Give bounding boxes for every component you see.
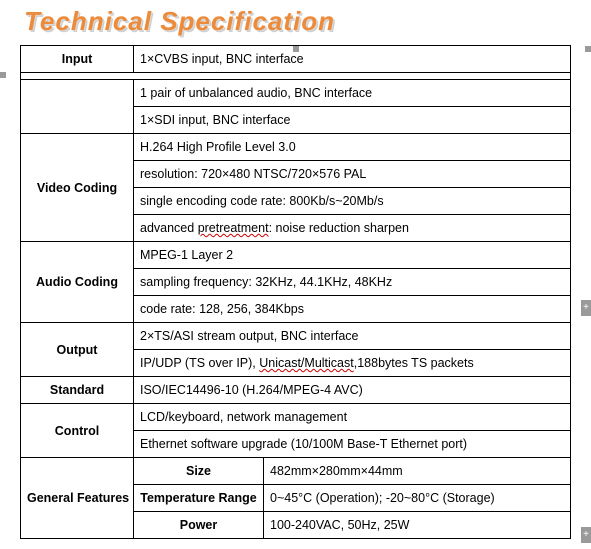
table-row: General Features Size 482mm×280mm×44mm <box>21 458 571 485</box>
row-label: Output <box>21 323 134 377</box>
page-title: Technical Specification <box>24 6 571 37</box>
table-row: Standard ISO/IEC14496-10 (H.264/MPEG-4 A… <box>21 377 571 404</box>
row-value: resolution: 720×480 NTSC/720×576 PAL <box>134 161 571 188</box>
table-row: 1 pair of unbalanced audio, BNC interfac… <box>21 80 571 107</box>
row-label: General Features <box>21 458 134 539</box>
table-row: Video Coding H.264 High Profile Level 3.… <box>21 134 571 161</box>
row-value: 2×TS/ASI stream output, BNC interface <box>134 323 571 350</box>
row-value: LCD/keyboard, network management <box>134 404 571 431</box>
sub-label: Size <box>134 458 264 485</box>
row-value: 1×SDI input, BNC interface <box>134 107 571 134</box>
spec-table: Input 1×CVBS input, BNC interface 1 pair… <box>20 45 571 539</box>
row-value: single encoding code rate: 800Kb/s~20Mb/… <box>134 188 571 215</box>
table-row: Control LCD/keyboard, network management <box>21 404 571 431</box>
edge-marker <box>0 72 6 78</box>
row-value: MPEG-1 Layer 2 <box>134 242 571 269</box>
row-value: advanced pretreatment: noise reduction s… <box>134 215 571 242</box>
table-row: Output 2×TS/ASI stream output, BNC inter… <box>21 323 571 350</box>
sub-label: Temperature Range <box>134 485 264 512</box>
row-value: sampling frequency: 32KHz, 44.1KHz, 48KH… <box>134 269 571 296</box>
row-label <box>21 80 134 134</box>
row-value: Ethernet software upgrade (10/100M Base-… <box>134 431 571 458</box>
row-value: IP/UDP (TS over IP), Unicast/Multicast,1… <box>134 350 571 377</box>
row-value: 482mm×280mm×44mm <box>264 458 571 485</box>
row-value: 1×CVBS input, BNC interface <box>134 46 571 73</box>
edge-marker <box>585 46 591 52</box>
row-label: Input <box>21 46 134 73</box>
row-value: ISO/IEC14496-10 (H.264/MPEG-4 AVC) <box>134 377 571 404</box>
edge-tab-right: + <box>581 300 591 316</box>
row-value: 100-240VAC, 50Hz, 25W <box>264 512 571 539</box>
row-label: Standard <box>21 377 134 404</box>
table-row: Audio Coding MPEG-1 Layer 2 <box>21 242 571 269</box>
row-label: Control <box>21 404 134 458</box>
row-value: H.264 High Profile Level 3.0 <box>134 134 571 161</box>
row-label: Video Coding <box>21 134 134 242</box>
row-value: 0~45°C (Operation); -20~80°C (Storage) <box>264 485 571 512</box>
sub-label: Power <box>134 512 264 539</box>
row-value: code rate: 128, 256, 384Kbps <box>134 296 571 323</box>
edge-tab-right: + <box>581 527 591 543</box>
edge-marker <box>293 46 299 52</box>
row-label: Audio Coding <box>21 242 134 323</box>
row-value: 1 pair of unbalanced audio, BNC interfac… <box>134 80 571 107</box>
